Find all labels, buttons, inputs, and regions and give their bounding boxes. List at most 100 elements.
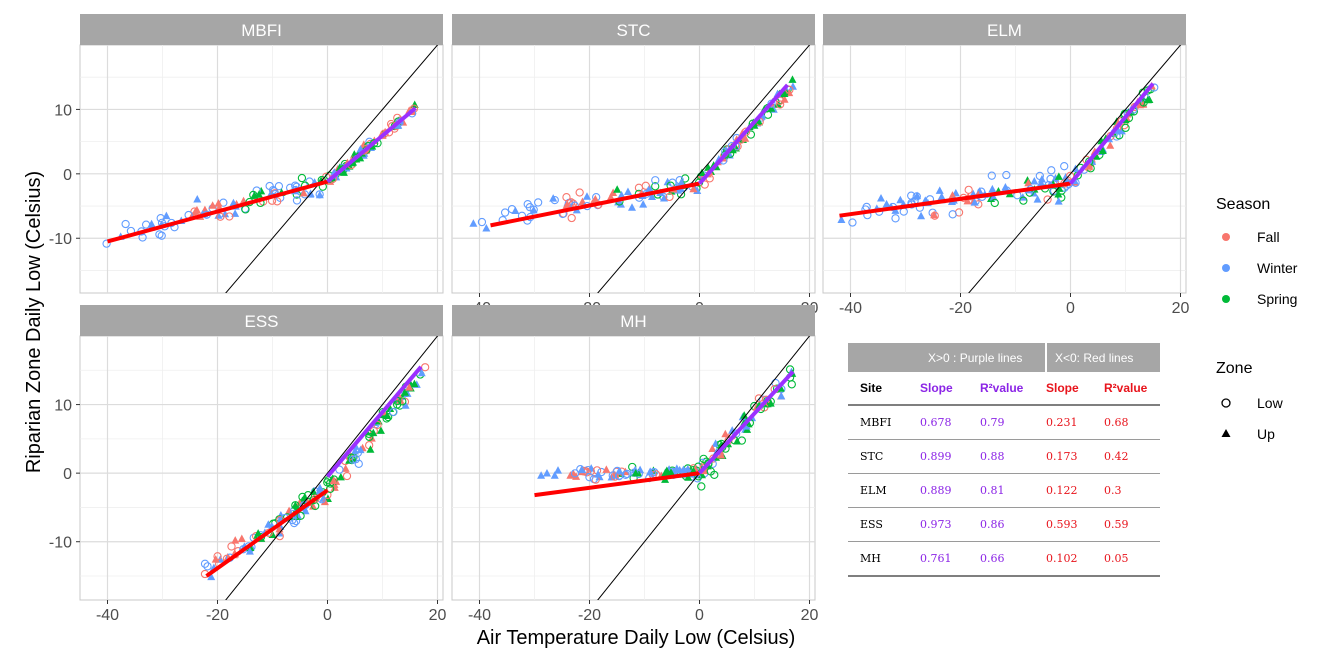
data-point-low	[848, 218, 857, 227]
data-point-up	[299, 188, 308, 197]
data-point-up	[341, 464, 350, 472]
data-point-up	[339, 168, 348, 176]
table-row: ELM 0.889 0.81 0.122 0.3	[848, 473, 1160, 508]
data-point-low	[575, 188, 584, 197]
data-point-low	[615, 471, 624, 480]
data-point-up	[917, 211, 926, 220]
data-point-up	[550, 471, 559, 479]
data-point-up	[948, 191, 957, 199]
facet-strip-label: ESS	[244, 312, 278, 331]
data-point-up	[245, 547, 254, 555]
reference-line	[968, 45, 1182, 293]
data-point-up	[336, 472, 345, 481]
table-cell-red-slope: 0.122	[1046, 473, 1104, 508]
data-point-up	[683, 464, 692, 473]
table-cell-red-r2: 0.42	[1104, 439, 1160, 474]
data-point-up	[740, 411, 749, 419]
legend-zone-title: Zone	[1216, 360, 1253, 377]
x-tick-label: 0	[695, 607, 704, 624]
data-point-up	[405, 383, 414, 391]
legend-season-key-fall	[1222, 233, 1230, 241]
data-point-up	[1024, 178, 1033, 187]
data-point-up	[1037, 178, 1046, 187]
table-cell-red-r2: 0.05	[1104, 541, 1160, 577]
data-point-up	[369, 428, 378, 437]
data-point-low	[398, 397, 407, 406]
table-cell-purple-slope: 0.899	[920, 439, 980, 474]
data-point-low	[930, 211, 939, 220]
data-point-up	[229, 198, 238, 207]
data-point-low	[748, 119, 757, 128]
data-point-low	[651, 176, 660, 185]
data-point-up	[401, 401, 410, 409]
data-point-low	[190, 207, 199, 216]
data-point-low	[562, 193, 571, 202]
data-point-up	[542, 468, 551, 477]
data-point-up	[777, 391, 786, 400]
data-point-up	[1085, 162, 1094, 170]
red-regression-line	[106, 179, 329, 244]
data-point-low	[292, 196, 302, 205]
data-point-low	[216, 212, 225, 221]
legend-season-key-spring	[1222, 295, 1230, 303]
table-cell-purple-slope: 0.973	[920, 507, 980, 542]
data-point-up	[639, 200, 648, 208]
legend-zone-key-low	[1221, 398, 1231, 408]
data-point-low	[622, 469, 632, 479]
table-group-header-row: X>0 : Purple lines X<0: Red lines	[848, 343, 1160, 372]
data-point-up	[989, 193, 998, 201]
data-point-low	[102, 239, 111, 248]
table-row: STC 0.899 0.88 0.173 0.42	[848, 439, 1160, 474]
table-cell-purple-slope: 0.761	[920, 541, 980, 577]
data-point-up	[254, 190, 263, 198]
data-point-low	[352, 153, 361, 163]
table-cell-purple-r2: 0.88	[980, 439, 1046, 474]
data-point-up	[1098, 146, 1107, 155]
legend-season-label: Spring	[1257, 291, 1297, 307]
table-cell-site: MH	[848, 541, 920, 577]
x-tick-label: -20	[206, 607, 229, 624]
data-point-low	[651, 182, 660, 191]
data-point-low	[203, 562, 212, 571]
x-axis-title: Air Temperature Daily Low (Celsius)	[477, 627, 796, 649]
data-point-up	[613, 185, 622, 193]
data-point-up	[401, 388, 410, 396]
data-point-up	[689, 184, 698, 193]
data-point-up	[930, 210, 939, 219]
table-column-header-row: Site Slope R²value Slope R²value	[848, 372, 1160, 406]
facet-strip	[80, 14, 443, 45]
data-point-up	[721, 429, 730, 438]
data-point-low	[265, 181, 274, 191]
data-point-low	[348, 455, 358, 464]
x-tick-label: -40	[468, 607, 491, 624]
facet-panel-mbfi: MBFI -10 0 10	[49, 14, 444, 294]
data-point-up	[1054, 197, 1063, 205]
y-axis-title: Riparian Zone Daily Low (Celsius)	[23, 171, 45, 473]
data-point-low	[291, 501, 300, 510]
table-header-site: Site	[848, 372, 920, 406]
data-point-up	[147, 219, 156, 228]
data-point-up	[623, 187, 632, 195]
data-point-up	[913, 191, 922, 200]
data-point-low	[342, 471, 352, 481]
data-point-low	[477, 217, 487, 227]
data-point-low	[699, 454, 708, 463]
data-point-up	[315, 190, 324, 199]
data-point-up	[386, 404, 395, 413]
data-point-low	[1121, 123, 1130, 133]
data-point-low	[325, 484, 335, 494]
table-header-red-r2: R²value	[1104, 372, 1160, 406]
data-point-up	[264, 520, 273, 528]
red-regression-line	[534, 471, 700, 498]
data-point-up	[192, 205, 201, 214]
data-point-up	[367, 434, 376, 442]
legend-zone-key-up	[1221, 429, 1231, 437]
data-point-up	[582, 192, 591, 200]
table-cell-site: MBFI	[848, 405, 920, 440]
data-point-up	[562, 201, 571, 209]
data-point-low	[156, 214, 165, 223]
data-point-up	[896, 195, 905, 204]
data-point-up	[1054, 172, 1063, 180]
data-point-up	[1054, 189, 1063, 198]
data-point-up	[1106, 141, 1115, 149]
